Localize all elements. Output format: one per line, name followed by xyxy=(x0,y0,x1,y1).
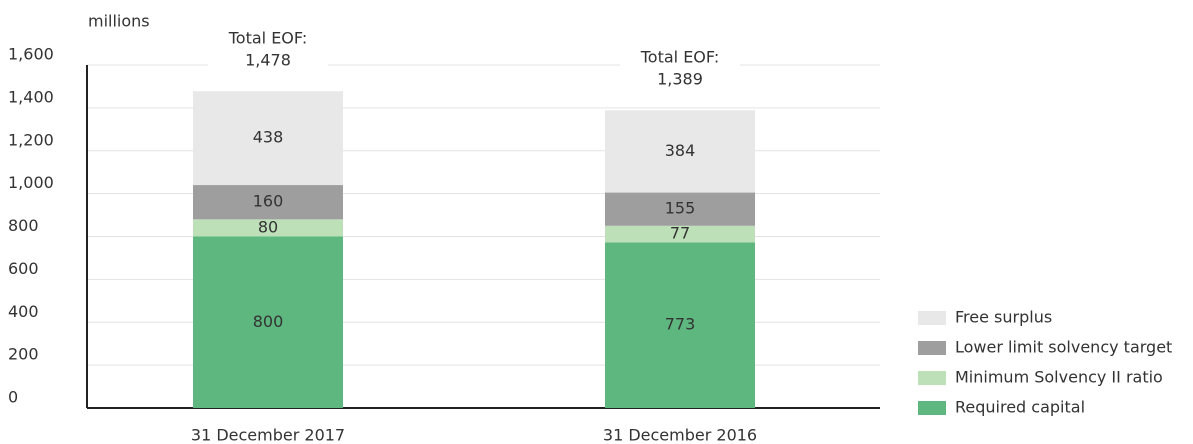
value-label: 155 xyxy=(665,199,696,218)
legend-swatch xyxy=(918,341,946,355)
legend-swatch xyxy=(918,311,946,325)
value-label: 80 xyxy=(258,217,278,236)
y-tick-label: 1,400 xyxy=(8,87,54,106)
bar-segment xyxy=(605,225,755,243)
y-axis-label: millions xyxy=(88,12,150,31)
x-tick-label: 31 December 2017 xyxy=(191,426,345,444)
bar-segment xyxy=(193,236,343,408)
legend-swatch xyxy=(918,401,946,415)
total-label-bg xyxy=(208,29,328,82)
value-label: 800 xyxy=(253,312,284,331)
y-tick-label: 1,200 xyxy=(8,130,54,149)
bar-segment xyxy=(193,91,343,186)
bar-segment xyxy=(193,185,343,220)
bar-segment xyxy=(605,110,755,193)
bar-segment xyxy=(193,219,343,237)
legend-label: Required capital xyxy=(955,398,1085,417)
x-tick-label: 31 December 2016 xyxy=(603,426,757,444)
value-label: 77 xyxy=(670,224,690,243)
y-tick-label: 1,000 xyxy=(8,173,54,192)
y-tick-label: 800 xyxy=(8,216,39,235)
value-label: 438 xyxy=(253,128,284,147)
total-value: 1,389 xyxy=(657,70,703,89)
y-tick-label: 600 xyxy=(8,259,39,278)
total-label-bg xyxy=(620,48,740,101)
total-value: 1,478 xyxy=(245,51,291,70)
value-label: 384 xyxy=(665,141,696,160)
bar-segment xyxy=(605,242,755,408)
value-label: 773 xyxy=(665,315,696,334)
legend-label: Minimum Solvency II ratio xyxy=(955,368,1163,387)
y-tick-label: 1,600 xyxy=(8,45,54,64)
value-label: 160 xyxy=(253,192,284,211)
bar-segment xyxy=(605,192,755,226)
legend-label: Free surplus xyxy=(955,308,1052,327)
y-tick-label: 400 xyxy=(8,302,39,321)
legend-label: Lower limit solvency target xyxy=(955,338,1172,357)
legend-swatch xyxy=(918,371,946,385)
y-tick-label: 200 xyxy=(8,345,39,364)
total-label: Total EOF: xyxy=(228,29,308,48)
total-label: Total EOF: xyxy=(640,48,720,67)
y-tick-label: 0 xyxy=(8,388,18,407)
